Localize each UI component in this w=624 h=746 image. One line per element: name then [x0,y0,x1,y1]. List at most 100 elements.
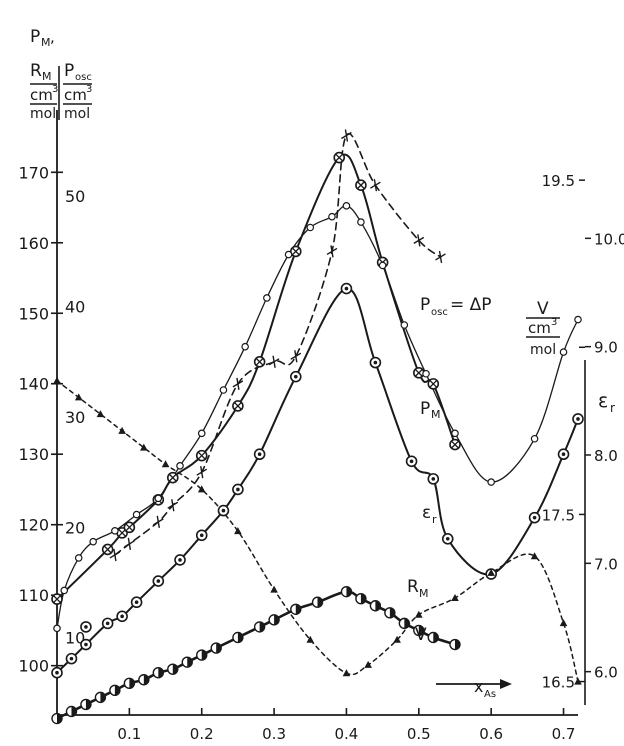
marker-posc-dashed [370,179,381,192]
marker-er [342,202,351,210]
marker-v [559,619,568,627]
v-annotation: V [415,625,427,645]
marker-rm [94,691,107,704]
marker-rm [355,593,367,605]
pm-tick-label: 120 [18,516,49,535]
er-tick-label: 10.0 [594,230,624,248]
curve-annotations: P osc = ΔP P M ε r R M V [407,295,492,645]
posc-tick-label: 10 [65,629,85,648]
marker-pm [441,532,454,545]
marker-rm [232,631,244,644]
marker-rm [398,617,411,630]
v-tick-label: 19.5 [542,172,575,190]
marker-er [328,212,336,221]
marker-rm [138,674,150,686]
rm-axis-label-r: R [30,61,42,81]
marker-rm [311,596,324,608]
marker-er [422,369,430,378]
marker-posc [51,593,63,605]
pm-tick-label: 160 [18,234,49,253]
pm-tick-label: 150 [18,304,49,323]
er-tick-label: 9.0 [594,339,618,357]
marker-er [60,586,69,595]
v-axis-header: V cm 3 mol [526,299,560,358]
marker-er [176,462,184,470]
marker-pm [557,448,570,461]
marker-er [559,348,568,356]
marker-er [284,250,293,259]
posc-axis-label-sub: osc [75,72,92,83]
marker-posc-dashed [435,250,446,264]
marker-pm [51,666,63,679]
marker-v [451,594,459,601]
marker-rm [80,698,92,711]
rm-annotation: R [407,577,419,597]
marker-rm [340,585,353,598]
marker-v [53,376,61,384]
marker-rm [413,624,425,637]
marker-rm [268,614,280,626]
marker-rm [123,677,136,689]
marker-rm [253,621,266,633]
marker-v [234,527,242,535]
pm-tick-label: 130 [18,445,49,464]
x-axis-label: x [474,677,483,696]
pm-axis-label-comma: , [50,28,55,46]
marker-rm [109,684,121,697]
marker-posc-dashed [152,515,164,528]
pm-axis-label-p: P [30,27,40,47]
er-tick-label: 6.0 [594,664,618,682]
left-axis-header: P M , R M P osc cm 3 mol cm 3 mol [30,27,92,122]
marker-pm [253,448,266,461]
marker-v [415,610,423,618]
marker-er [378,261,387,270]
marker-er [197,429,206,438]
posc-unit-cube: 3 [86,84,92,95]
marker-rm [181,656,193,668]
posc-tick-label: 40 [65,298,85,317]
series-line [56,379,579,683]
marker-er [53,624,61,633]
rm-annotation-sub: M [419,587,429,600]
marker-v [530,552,539,560]
marker-posc-dashed [290,350,302,363]
marker-er [132,510,141,519]
marker-posc [449,438,461,451]
x-tick-label: 0.4 [335,725,359,743]
marker-pm [174,554,186,566]
marker-posc [253,355,266,368]
v-unit-cube: 3 [551,317,557,328]
marker-pm [369,356,382,369]
v-axis-label: V [537,299,549,319]
marker-pm [427,473,440,485]
marker-rm [384,607,396,619]
marker-rm [51,712,63,725]
marker-posc [333,151,346,164]
marker-rm [65,705,78,718]
marker-pm [232,483,244,496]
marker-posc-dashed [196,466,208,479]
marker-er [306,223,315,232]
marker-v [342,669,351,677]
x-tick-label: 0.1 [117,725,141,743]
er-axis-label-sub: r [610,401,615,415]
posc-annotation-sub: osc [431,307,448,318]
marker-isolated-point [80,621,92,633]
er-axis-label: ε [598,390,608,412]
marker-rm [152,667,165,679]
marker-pm [572,413,584,425]
marker-er [241,342,249,351]
marker-pm [152,575,165,587]
posc-annotation-p: P [420,295,430,315]
x-axis-label-sub: As [484,689,496,700]
marker-er [219,386,228,394]
marker-v [74,393,83,401]
v-tick-label: 17.5 [542,506,575,524]
marker-er [89,537,97,546]
marker-posc-dashed [109,548,121,562]
marker-pm [116,610,128,623]
marker-posc-dashed [232,377,244,390]
marker-pm [130,596,143,609]
er-annotation-sub: r [432,513,437,526]
